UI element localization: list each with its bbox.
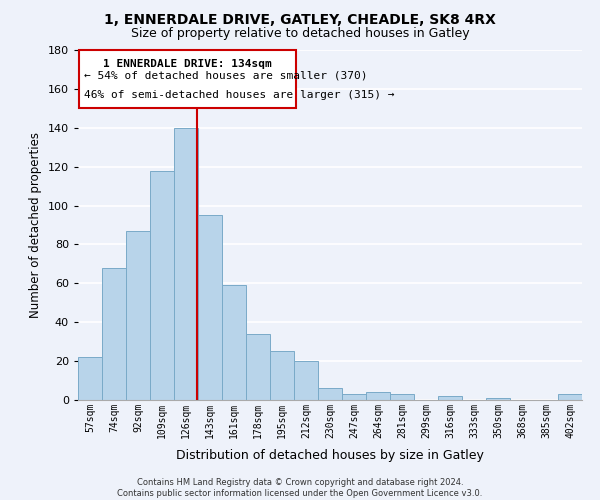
Bar (558, 394, 582, 400)
Text: 1, ENNERDALE DRIVE, GATLEY, CHEADLE, SK8 4RX: 1, ENNERDALE DRIVE, GATLEY, CHEADLE, SK8… (104, 12, 496, 26)
Bar (126, 231, 150, 400)
Text: 1 ENNERDALE DRIVE: 134sqm: 1 ENNERDALE DRIVE: 134sqm (103, 58, 272, 68)
Bar (270, 352, 294, 400)
Bar (342, 394, 366, 400)
Bar (246, 334, 270, 400)
Bar (222, 286, 246, 400)
Bar (294, 361, 318, 400)
Bar (102, 268, 126, 400)
Text: Size of property relative to detached houses in Gatley: Size of property relative to detached ho… (131, 28, 469, 40)
Bar (198, 216, 222, 400)
Text: ← 54% of detached houses are smaller (370): ← 54% of detached houses are smaller (37… (83, 70, 367, 81)
Bar (174, 128, 198, 400)
Text: Contains HM Land Registry data © Crown copyright and database right 2024.
Contai: Contains HM Land Registry data © Crown c… (118, 478, 482, 498)
Text: 46% of semi-detached houses are larger (315) →: 46% of semi-detached houses are larger (… (83, 90, 394, 100)
Bar (486, 398, 510, 400)
Bar (78, 357, 102, 400)
Y-axis label: Number of detached properties: Number of detached properties (29, 132, 42, 318)
Bar (366, 392, 390, 400)
Bar (318, 388, 342, 400)
Bar (438, 396, 462, 400)
Bar (390, 394, 414, 400)
X-axis label: Distribution of detached houses by size in Gatley: Distribution of detached houses by size … (176, 449, 484, 462)
FancyBboxPatch shape (79, 50, 296, 108)
Bar (150, 170, 174, 400)
